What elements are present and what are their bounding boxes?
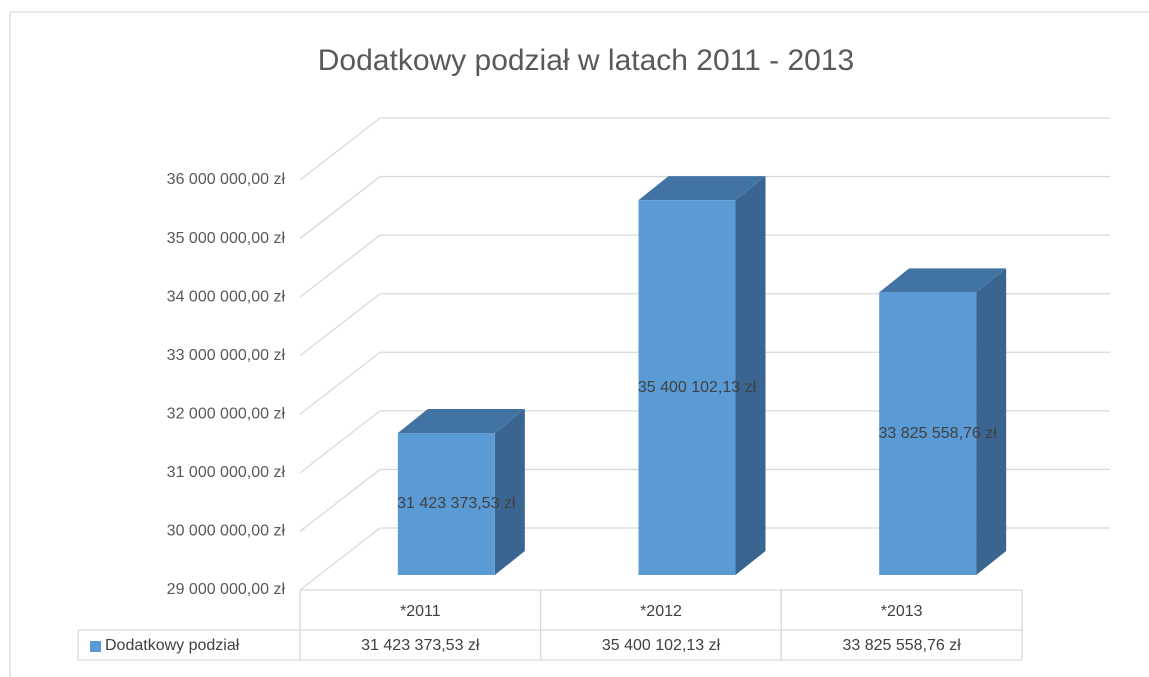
grid-line [299, 468, 381, 532]
y-tick-label: 36 000 000,00 zł [167, 171, 286, 188]
grid-line [299, 293, 381, 357]
y-tick-label: 30 000 000,00 zł [167, 523, 286, 540]
table-value: 31 423 373,53 zł [361, 637, 480, 654]
grid-line [299, 234, 381, 298]
grid-line [299, 176, 381, 240]
bar-top [879, 268, 1007, 293]
bar-top [638, 176, 766, 201]
grid-line [299, 117, 381, 181]
y-tick-label: 31 000 000,00 zł [167, 464, 286, 481]
grid-line [299, 527, 381, 591]
data-label: 33 825 558,76 zł [879, 425, 998, 442]
grid-line [299, 351, 381, 415]
bar [397, 433, 495, 575]
y-tick-label: 34 000 000,00 zł [167, 288, 286, 305]
table-value: 35 400 102,13 zł [602, 637, 721, 654]
bar-side [976, 268, 1007, 575]
chart-title: Dodatkowy podział w latach 2011 - 2013 [318, 44, 854, 77]
y-tick-label: 32 000 000,00 zł [167, 406, 286, 423]
data-label: 31 423 373,53 zł [397, 495, 516, 512]
bar [879, 292, 977, 575]
x-tick-label: *2013 [881, 603, 923, 620]
bar-side [494, 409, 525, 575]
legend-swatch [90, 641, 101, 652]
bar-side [735, 176, 766, 575]
y-tick-label: 29 000 000,00 zł [167, 581, 286, 598]
x-tick-label: *2011 [400, 603, 441, 620]
grid-line [299, 410, 381, 474]
table-value: 33 825 558,76 zł [843, 637, 962, 654]
bar-top [397, 409, 525, 434]
x-tick-label: *2012 [640, 603, 682, 620]
data-label: 35 400 102,13 zł [638, 379, 757, 396]
bar [638, 200, 736, 575]
y-tick-label: 35 000 000,00 zł [167, 230, 286, 247]
legend-label: Dodatkowy podział [105, 637, 240, 654]
y-tick-label: 33 000 000,00 zł [167, 347, 286, 364]
